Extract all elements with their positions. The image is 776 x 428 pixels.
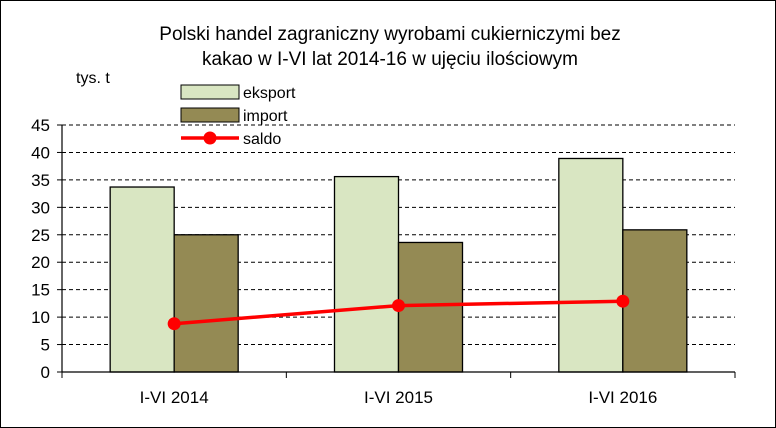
legend-label-import: import	[243, 108, 288, 125]
saldo-line-group	[167, 294, 630, 331]
y-tick-label: 15	[31, 281, 50, 300]
legend-label-eksport: eksport	[243, 85, 296, 102]
x-tick-label: I-VI 2016	[588, 388, 657, 407]
eksport-bar	[558, 157, 624, 373]
y-tick-label: 20	[31, 253, 50, 272]
y-tick-label: 0	[41, 363, 50, 382]
y-tick-label: 45	[31, 116, 50, 135]
y-axis-label: tys. t	[76, 70, 110, 87]
x-tick-label: I-VI 2015	[364, 388, 433, 407]
y-tick-label: 35	[31, 171, 50, 190]
tick-labels: 0 5 10 15 20 25 30 35 40 45 I-VI 2014 I-VI 2015 I-VI…	[31, 116, 657, 407]
saldo-point	[167, 317, 181, 331]
bars	[109, 157, 688, 373]
legend-swatch-eksport	[180, 84, 240, 100]
saldo-point	[392, 299, 405, 313]
eksport-bar	[333, 175, 400, 373]
axes	[57, 124, 736, 378]
import-bar	[397, 241, 464, 373]
import-bar	[173, 234, 239, 373]
y-tick-label: 10	[31, 308, 50, 327]
x-tick-label: I-VI 2014	[140, 388, 209, 407]
chart-title-line-1: Polski handel zagraniczny wyrobami cukie…	[159, 24, 620, 45]
legend-swatch-import	[180, 107, 240, 123]
legend-marker-saldo	[203, 131, 217, 145]
y-tick-label: 5	[41, 336, 50, 355]
eksport-bar	[109, 186, 175, 373]
y-tick-label: 25	[31, 226, 50, 245]
legend: eksport import saldo	[180, 84, 296, 148]
chart-title-line-2: kakao w I-VI lat 2014-16 w ujęciu ilości…	[202, 49, 578, 70]
legend-label-saldo: saldo	[243, 131, 281, 148]
saldo-point	[616, 294, 630, 308]
import-bar	[622, 229, 688, 373]
y-tick-label: 30	[31, 198, 50, 217]
y-tick-label: 40	[31, 143, 50, 162]
